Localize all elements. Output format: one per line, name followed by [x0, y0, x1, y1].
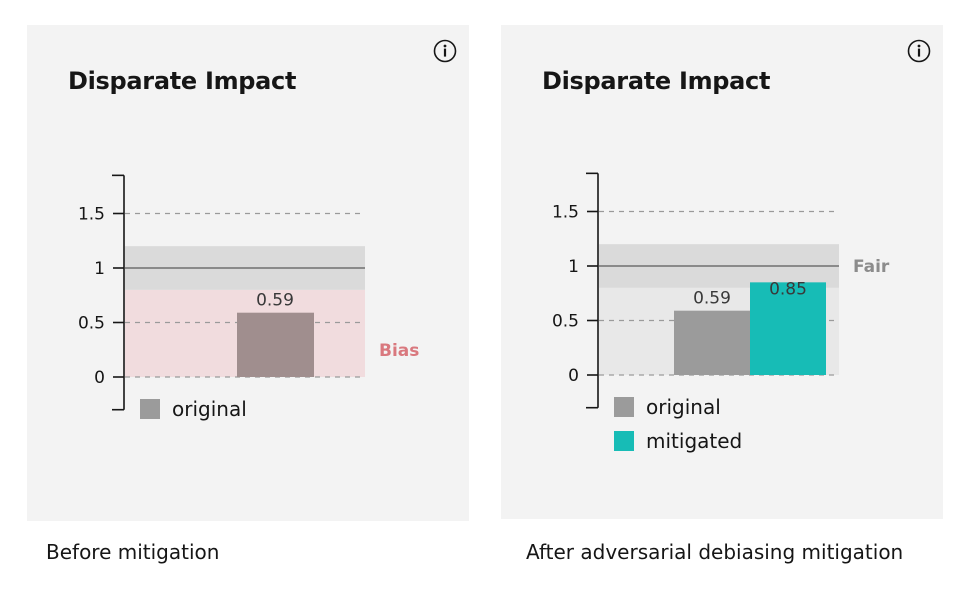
chart-card-after: Disparate Impact 0.59 0.85 Fair 1.5 1 0.…: [501, 25, 943, 519]
tick-label-0: 0: [568, 366, 579, 386]
fair-label: Fair: [853, 257, 890, 277]
bias-label: Bias: [379, 341, 419, 361]
tick-label-0: 0: [94, 368, 105, 388]
chart-title: Disparate Impact: [68, 67, 297, 95]
chart-title: Disparate Impact: [542, 67, 771, 95]
bar-label-original: 0.59: [693, 289, 731, 309]
tick-label-1.5: 1.5: [552, 203, 579, 223]
legend-label: original: [646, 395, 721, 419]
legend: original mitigated: [614, 390, 742, 458]
legend: original: [140, 392, 247, 426]
bar-label-mitigated: 0.85: [769, 279, 807, 299]
legend-item-mitigated[interactable]: mitigated: [614, 424, 742, 458]
legend-item-original[interactable]: original: [614, 390, 742, 424]
legend-swatch-mitigated: [614, 431, 634, 451]
legend-swatch-original: [140, 399, 160, 419]
legend-item-original[interactable]: original: [140, 392, 247, 426]
legend-label: original: [172, 397, 247, 421]
info-icon[interactable]: [907, 39, 931, 63]
caption-after: After adversarial debiasing mitigation: [526, 540, 904, 564]
tick-label-1: 1: [94, 259, 105, 279]
info-icon[interactable]: [433, 39, 457, 63]
tick-label-0.5: 0.5: [552, 312, 579, 332]
legend-swatch-original: [614, 397, 634, 417]
disparate-impact-chart-after: 0.59 0.85 Fair 1.5 1 0.5 0: [552, 172, 890, 409]
caption-before: Before mitigation: [46, 540, 220, 564]
tick-label-1.5: 1.5: [78, 205, 105, 225]
bar-original: [237, 312, 314, 377]
bar-original: [674, 310, 750, 375]
legend-label: mitigated: [646, 429, 743, 453]
bar-label-original: 0.59: [256, 291, 294, 311]
bar-mitigated: [750, 282, 826, 375]
tick-label-1: 1: [568, 257, 579, 277]
chart-card-before: Disparate Impact 0.59 Bias 1.5 1 0.5 0 o…: [27, 25, 469, 521]
tick-label-0.5: 0.5: [78, 314, 105, 334]
disparate-impact-chart-before: 0.59 Bias 1.5 1 0.5 0: [78, 174, 419, 411]
